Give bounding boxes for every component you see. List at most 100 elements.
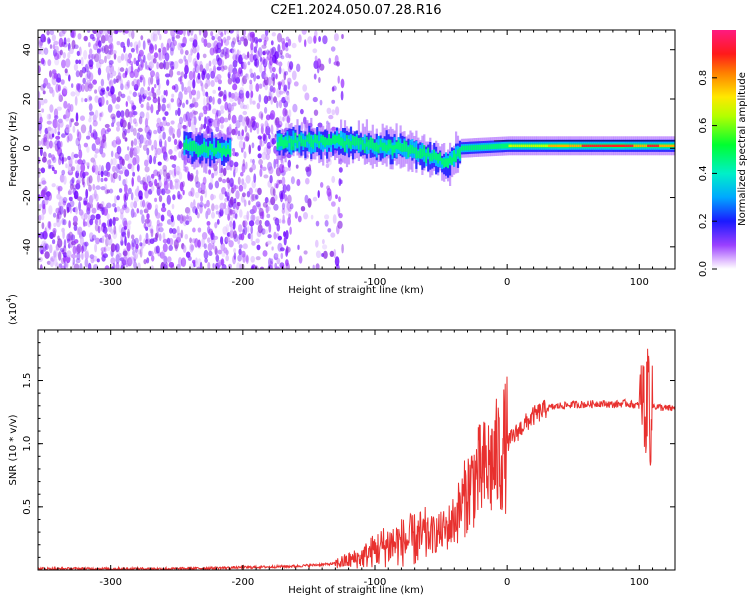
heatmap-noise-cell <box>285 230 289 240</box>
heatmap-noise-cell <box>63 37 67 45</box>
heatmap-noise-cell <box>124 128 127 136</box>
heatmap-ridge-cell <box>343 141 347 153</box>
heatmap-noise-cell <box>223 65 228 70</box>
heatmap-noise-cell <box>44 185 48 192</box>
heatmap-noise-cell <box>338 213 343 219</box>
heatmap-noise-cell <box>150 104 154 114</box>
heatmap-noise-cell <box>119 67 125 72</box>
heatmap-ridge-cell <box>435 153 438 161</box>
heatmap-noise-cell <box>76 252 81 260</box>
heatmap-noise-cell <box>99 30 104 35</box>
heatmap-noise-cell <box>243 199 247 207</box>
heatmap-noise-cell <box>248 200 251 206</box>
heatmap-noise-cell <box>157 161 162 166</box>
heatmap-noise-cell <box>53 222 57 227</box>
heatmap-noise-cell <box>271 32 276 37</box>
heatmap-noise-cell <box>86 146 90 153</box>
heatmap-noise-cell <box>171 203 175 210</box>
heatmap-noise-cell <box>51 133 55 138</box>
heatmap-noise-cell <box>72 245 77 255</box>
heatmap-noise-cell <box>300 121 304 131</box>
heatmap-noise-cell <box>121 231 127 238</box>
heatmap-noise-cell <box>276 223 281 232</box>
heatmap-noise-cell <box>152 58 157 64</box>
heatmap-noise-cell <box>63 261 67 269</box>
heatmap-noise-cell <box>217 249 223 255</box>
heatmap-noise-cell <box>124 70 128 78</box>
heatmap-noise-cell <box>212 96 215 105</box>
heatmap-noise-cell <box>257 47 263 58</box>
heatmap-noise-cell <box>227 113 231 121</box>
heatmap-noise-cell <box>83 35 88 42</box>
heatmap-noise-cell <box>153 129 158 135</box>
heatmap-noise-cell <box>95 193 99 202</box>
heatmap-noise-cell <box>126 250 130 258</box>
heatmap-noise-cell <box>251 241 256 246</box>
heatmap-noise-cell <box>146 147 150 156</box>
heatmap-noise-cell <box>249 79 253 85</box>
heatmap-noise-cell <box>241 147 244 153</box>
heatmap-noise-cell <box>337 75 340 84</box>
heatmap-ridge-cell <box>377 144 380 154</box>
heatmap-ridge-cell <box>229 148 232 157</box>
heatmap-noise-cell <box>312 196 318 202</box>
heatmap-noise-cell <box>159 138 163 148</box>
heatmap-noise-cell <box>140 103 144 108</box>
heatmap-noise-cell <box>135 154 140 165</box>
heatmap-noise-cell <box>211 194 217 200</box>
heatmap-noise-cell <box>252 158 255 165</box>
heatmap-noise-cell <box>183 86 187 93</box>
heatmap-noise-cell <box>147 86 150 92</box>
heatmap-noise-cell <box>256 75 260 80</box>
colorbar-tick-label: 0.2 <box>698 213 709 229</box>
heatmap-noise-cell <box>281 202 286 210</box>
heatmap-noise-cell <box>67 163 74 173</box>
heatmap-noise-cell <box>266 123 270 129</box>
heatmap-noise-cell <box>269 63 273 74</box>
svg-text:(x104): (x104) <box>5 294 19 325</box>
heatmap-noise-cell <box>144 117 149 128</box>
heatmap-noise-cell <box>170 185 175 190</box>
heatmap-noise-cell <box>260 164 263 169</box>
heatmap-noise-cell <box>245 174 251 184</box>
heatmap-noise-cell <box>242 117 247 128</box>
heatmap-noise-cell <box>298 255 303 264</box>
heatmap-noise-cell <box>280 37 286 45</box>
heatmap-ridge-cell <box>286 131 289 150</box>
heatmap-noise-cell <box>179 181 184 192</box>
heatmap-peak-cell <box>573 144 577 147</box>
heatmap-ridge-cell <box>464 145 468 151</box>
heatmap-noise-cell <box>156 109 159 115</box>
heatmap-noise-cell <box>92 79 97 85</box>
heatmap-ridge-cell <box>429 153 432 162</box>
heatmap-noise-cell <box>270 258 274 265</box>
heatmap-noise-cell <box>103 44 109 55</box>
heatmap-noise-cell <box>266 95 272 102</box>
heatmap-noise-cell <box>42 151 47 159</box>
heatmap-noise-cell <box>223 202 227 210</box>
heatmap-noise-cell <box>179 214 184 224</box>
heatmap-noise-cell <box>171 228 177 235</box>
y-tick-label: 0 <box>22 145 33 151</box>
heatmap-noise-cell <box>111 140 114 147</box>
heatmap-noise-cell <box>84 250 89 260</box>
heatmap-ridge-cell <box>215 147 218 155</box>
heatmap-noise-cell <box>216 74 222 80</box>
heatmap-noise-cell <box>196 90 201 100</box>
heatmap-noise-cell <box>144 61 148 70</box>
heatmap-noise-cell <box>289 203 294 210</box>
heatmap-noise-cell <box>51 34 57 42</box>
heatmap-noise-cell <box>43 133 48 143</box>
heatmap-noise-cell <box>170 264 175 269</box>
heatmap-noise-cell <box>112 50 117 55</box>
heatmap-noise-cell <box>260 123 264 128</box>
heatmap-noise-cell <box>104 55 107 64</box>
heatmap-noise-cell <box>118 155 122 161</box>
heatmap-noise-cell <box>213 118 218 129</box>
y-tick-label: -40 <box>22 239 33 255</box>
heatmap-noise-cell <box>135 145 140 155</box>
heatmap-noise-cell <box>88 72 94 82</box>
heatmap-noise-cell <box>338 167 343 173</box>
heatmap-noise-cell <box>217 36 222 42</box>
heatmap-ridge-cell <box>187 143 190 151</box>
